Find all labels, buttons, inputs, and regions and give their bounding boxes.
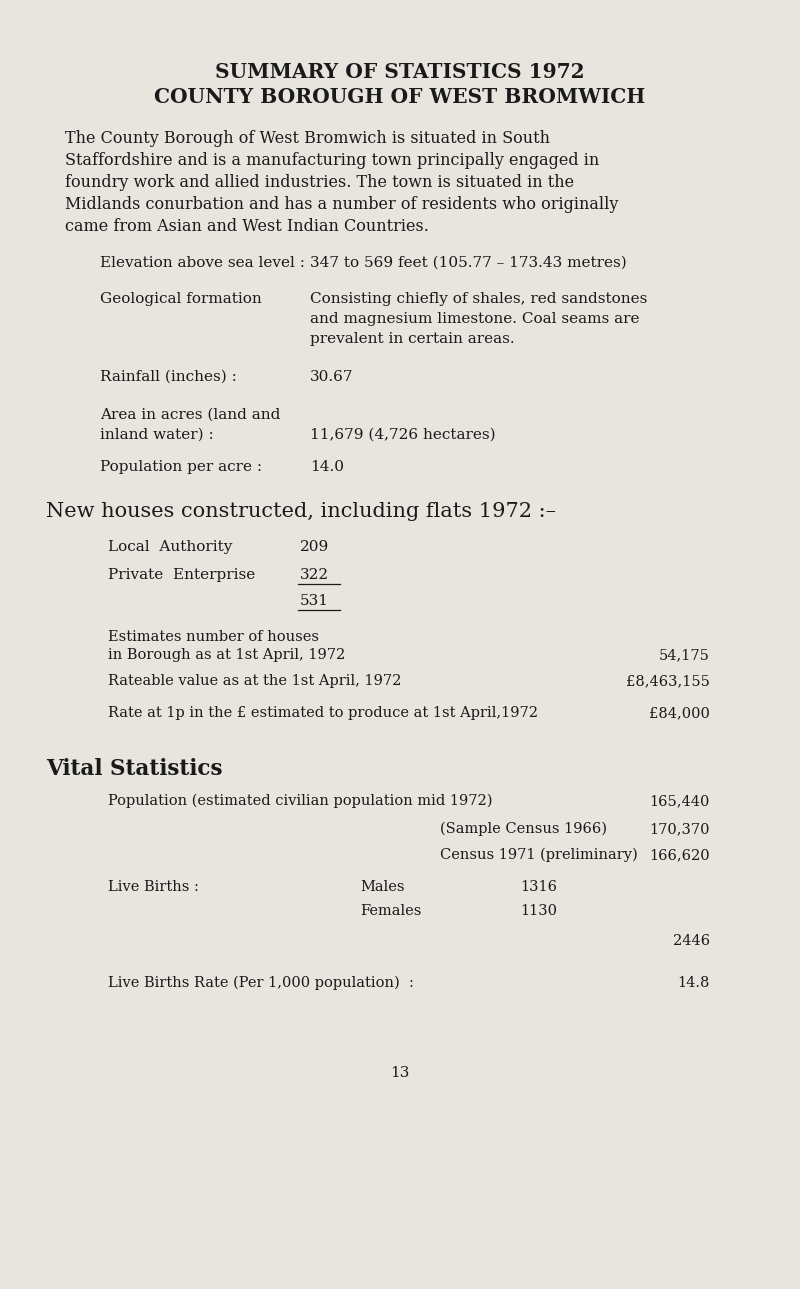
Text: in Borough as at 1st April, 1972: in Borough as at 1st April, 1972: [108, 648, 346, 663]
Text: inland water) :: inland water) :: [100, 428, 214, 442]
Text: Live Births Rate (Per 1,000 population)  :: Live Births Rate (Per 1,000 population) …: [108, 976, 414, 990]
Text: Midlands conurbation and has a number of residents who originally: Midlands conurbation and has a number of…: [65, 196, 618, 213]
Text: Population per acre :: Population per acre :: [100, 460, 262, 474]
Text: 165,440: 165,440: [650, 794, 710, 808]
Text: 2446: 2446: [673, 935, 710, 947]
Text: Estimates number of houses: Estimates number of houses: [108, 630, 319, 644]
Text: 347 to 569 feet (105.77 – 173.43 metres): 347 to 569 feet (105.77 – 173.43 metres): [310, 257, 626, 269]
Text: 166,620: 166,620: [650, 848, 710, 862]
Text: Local  Authority: Local Authority: [108, 540, 232, 554]
Text: Geological formation: Geological formation: [100, 293, 262, 305]
Text: Rate at 1p in the £ estimated to produce at 1st April,1972: Rate at 1p in the £ estimated to produce…: [108, 706, 538, 721]
Text: Elevation above sea level :: Elevation above sea level :: [100, 257, 305, 269]
Text: COUNTY BOROUGH OF WEST BROMWICH: COUNTY BOROUGH OF WEST BROMWICH: [154, 86, 646, 107]
Text: 209: 209: [300, 540, 330, 554]
Text: £84,000: £84,000: [649, 706, 710, 721]
Text: 1316: 1316: [520, 880, 557, 895]
Text: New houses constructed, including flats 1972 :–: New houses constructed, including flats …: [46, 501, 556, 521]
Text: 14.0: 14.0: [310, 460, 344, 474]
Text: Rainfall (inches) :: Rainfall (inches) :: [100, 370, 237, 384]
Text: 322: 322: [300, 568, 329, 583]
Text: 30.67: 30.67: [310, 370, 354, 384]
Text: 14.8: 14.8: [678, 976, 710, 990]
Text: Census 1971 (preliminary): Census 1971 (preliminary): [440, 848, 638, 862]
Text: Private  Enterprise: Private Enterprise: [108, 568, 255, 583]
Text: Rateable value as at the 1st April, 1972: Rateable value as at the 1st April, 1972: [108, 674, 402, 688]
Text: £8,463,155: £8,463,155: [626, 674, 710, 688]
Text: Vital Statistics: Vital Statistics: [46, 758, 222, 780]
Text: Consisting chiefly of shales, red sandstones: Consisting chiefly of shales, red sandst…: [310, 293, 647, 305]
Text: foundry work and allied industries. The town is situated in the: foundry work and allied industries. The …: [65, 174, 574, 191]
Text: Area in acres (land and: Area in acres (land and: [100, 409, 280, 422]
Text: 531: 531: [300, 594, 329, 608]
Text: 54,175: 54,175: [659, 648, 710, 663]
Text: prevalent in certain areas.: prevalent in certain areas.: [310, 333, 514, 345]
Text: 11,679 (4,726 hectares): 11,679 (4,726 hectares): [310, 428, 496, 442]
Text: Staffordshire and is a manufacturing town principally engaged in: Staffordshire and is a manufacturing tow…: [65, 152, 599, 169]
Text: (Sample Census 1966): (Sample Census 1966): [440, 822, 607, 837]
Text: 170,370: 170,370: [650, 822, 710, 837]
Text: Males: Males: [360, 880, 405, 895]
Text: 1130: 1130: [520, 904, 557, 918]
Text: SUMMARY OF STATISTICS 1972: SUMMARY OF STATISTICS 1972: [215, 62, 585, 82]
Text: 13: 13: [390, 1066, 410, 1080]
Text: The County Borough of West Bromwich is situated in South: The County Borough of West Bromwich is s…: [65, 130, 550, 147]
Text: came from Asian and West Indian Countries.: came from Asian and West Indian Countrie…: [65, 218, 429, 235]
Text: and magnesium limestone. Coal seams are: and magnesium limestone. Coal seams are: [310, 312, 639, 326]
Text: Females: Females: [360, 904, 422, 918]
Text: Live Births :: Live Births :: [108, 880, 199, 895]
Text: Population (estimated civilian population mid 1972): Population (estimated civilian populatio…: [108, 794, 493, 808]
